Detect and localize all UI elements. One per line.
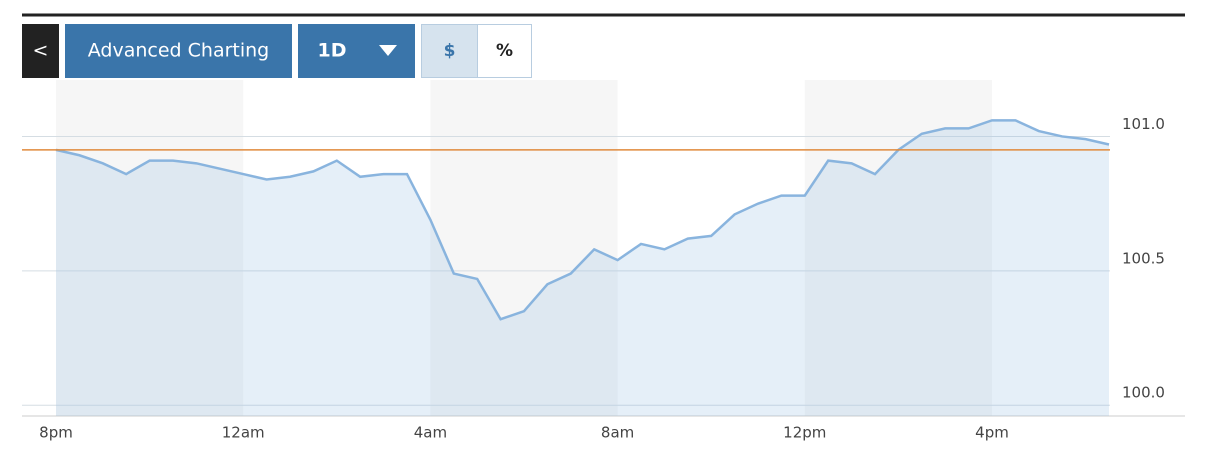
range-label: 1D [318, 40, 347, 62]
x-tick-label: 4am [414, 424, 447, 442]
x-tick-label: 8pm [39, 424, 73, 442]
y-tick-label: 101.0 [1122, 115, 1165, 133]
x-tick-label: 4pm [975, 424, 1009, 442]
x-tick-label: 12am [222, 424, 265, 442]
percent-button[interactable] [477, 24, 532, 78]
percent-label: % [496, 41, 513, 61]
x-tick-label: 8am [601, 424, 634, 442]
dollar-label: $ [444, 41, 456, 61]
x-tick-label: 12pm [783, 424, 826, 442]
y-tick-label: 100.5 [1122, 249, 1165, 267]
area [56, 120, 1109, 416]
range-button[interactable] [298, 24, 415, 78]
advanced-button[interactable] [65, 24, 292, 78]
dropdown-arrow [379, 45, 397, 56]
dollar-button[interactable] [421, 24, 478, 78]
advanced-label: Advanced Charting [88, 40, 269, 62]
price-line [55, 119, 1110, 321]
back-button[interactable] [22, 24, 59, 78]
y-tick-label: 100.0 [1122, 384, 1165, 402]
back-label: < [33, 40, 49, 62]
